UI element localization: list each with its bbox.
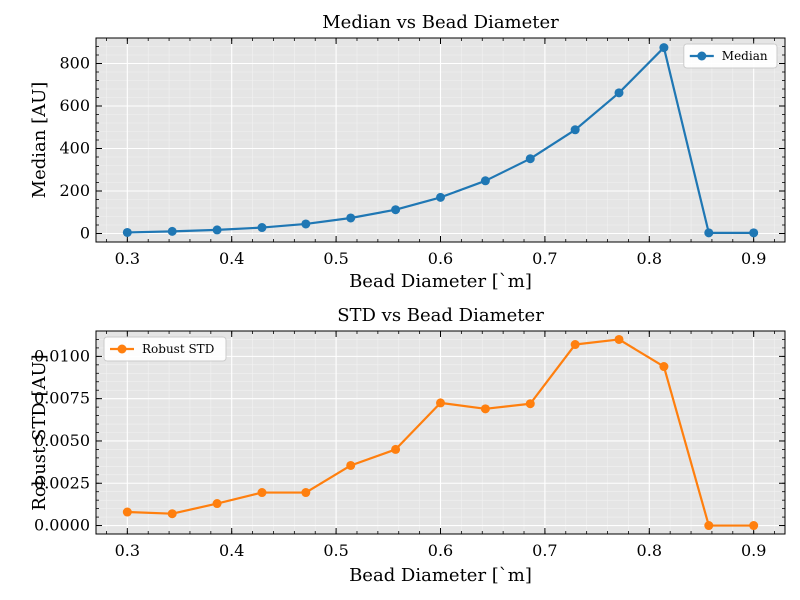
data-point (212, 225, 222, 235)
y-tick-label: 0.0025 (34, 473, 90, 492)
x-tick-label: 0.9 (741, 541, 766, 560)
x-tick-label: 0.7 (532, 541, 557, 560)
y-tick-label: 400 (59, 139, 90, 158)
y-tick-label: 0.0000 (34, 516, 90, 535)
data-point (525, 399, 535, 409)
data-point (480, 176, 490, 186)
legend: Robust STD (103, 336, 227, 362)
data-point (301, 488, 311, 498)
data-point (212, 499, 222, 509)
x-tick-label: 0.6 (428, 249, 453, 268)
data-point (122, 227, 132, 237)
data-point (257, 223, 267, 233)
data-point (659, 362, 669, 372)
chart-1: 0.3 0.4 0.5 0.6 0.7 0.8 0.9 0 200 400 600 800 Median… (29, 12, 786, 292)
y-tick-label: 0.0100 (34, 346, 90, 365)
y-axis-label: Median [AU] (29, 82, 50, 199)
x-axis-label: Bead Diameter [`m] (349, 271, 532, 292)
data-point (570, 125, 580, 135)
y-tick-label: 0.0050 (34, 431, 90, 450)
legend-marker (697, 51, 707, 61)
data-point (480, 404, 490, 414)
data-point (346, 460, 356, 470)
chart-2: 0.3 0.4 0.5 0.6 0.7 0.8 0.9 0.0000 0.0025 0.0050 0… (29, 305, 786, 586)
data-point (122, 507, 132, 517)
data-point (570, 340, 580, 350)
data-point (525, 154, 535, 164)
y-tick-label: 0.0075 (34, 389, 90, 408)
legend-label: Median (722, 49, 768, 63)
data-point (436, 192, 445, 202)
x-tick-label: 0.8 (637, 249, 662, 268)
data-point (167, 509, 177, 519)
y-axis-label: Robust STD [AU] (29, 354, 50, 510)
x-axis-label: Bead Diameter [`m] (349, 565, 532, 586)
data-point (614, 334, 624, 344)
data-point (167, 226, 177, 236)
data-point (659, 43, 669, 53)
y-tick-label: 600 (59, 96, 90, 115)
x-tick-label: 0.6 (428, 541, 453, 560)
x-tick-label: 0.5 (323, 249, 348, 268)
x-tick-label: 0.9 (741, 249, 766, 268)
y-tick-label: 800 (59, 54, 90, 73)
data-point (749, 521, 759, 531)
data-point (301, 219, 311, 229)
data-point (749, 228, 759, 238)
data-point (704, 521, 714, 531)
axes-frame (95, 37, 786, 243)
data-point (391, 205, 401, 215)
data-point (257, 488, 267, 498)
legend-label: Robust STD (142, 342, 214, 356)
legend-box (683, 43, 778, 69)
x-tick-label: 0.5 (323, 541, 348, 560)
chart-title: Median vs Bead Diameter (322, 12, 559, 33)
x-tick-label: 0.8 (637, 541, 662, 560)
axes-frame (95, 330, 786, 535)
x-tick-label: 0.4 (219, 249, 244, 268)
x-tick-label: 0.3 (115, 541, 140, 560)
data-point (346, 213, 356, 223)
legend-box (103, 336, 227, 362)
data-point (704, 228, 714, 238)
y-tick-label: 0 (80, 224, 90, 243)
x-tick-label: 0.4 (219, 541, 244, 560)
x-tick-label: 0.3 (115, 249, 140, 268)
legend: Median (683, 43, 778, 69)
data-point (614, 88, 624, 98)
data-point (391, 444, 401, 454)
y-tick-label: 200 (59, 181, 90, 200)
x-tick-label: 0.7 (532, 249, 557, 268)
chart-title: STD vs Bead Diameter (337, 305, 544, 326)
data-point (436, 398, 445, 408)
legend-marker (117, 344, 127, 354)
